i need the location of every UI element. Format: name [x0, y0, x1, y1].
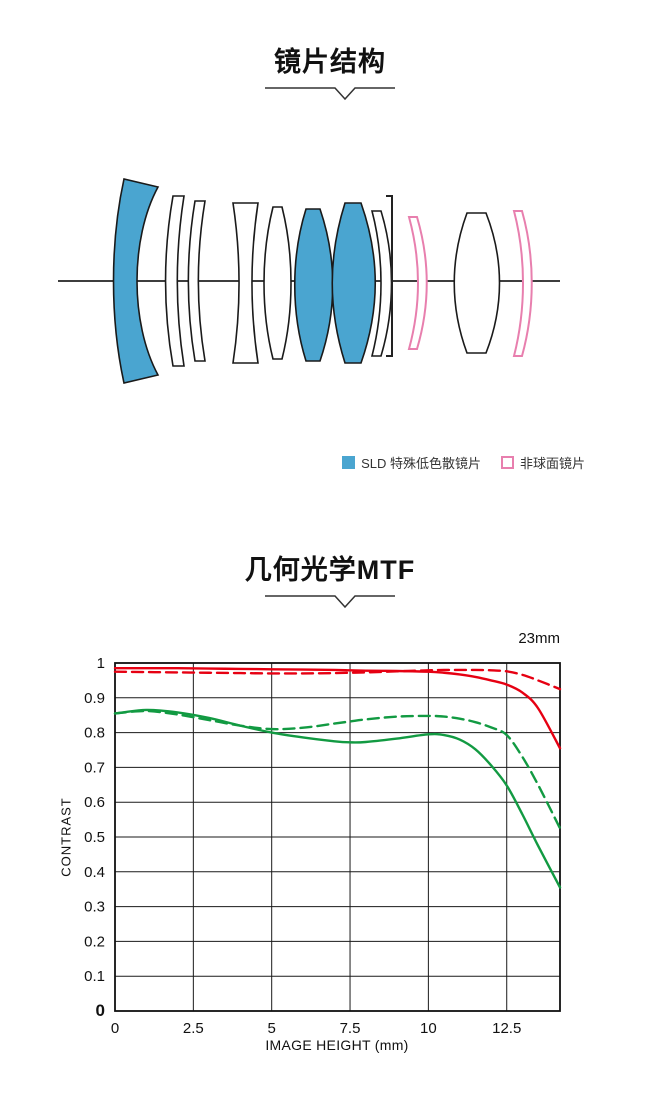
lens-element-7-sld [331, 202, 376, 364]
legend-item-sld: SLD 特殊低色散镜片 [342, 453, 481, 472]
svg-text:0: 0 [96, 1001, 105, 1020]
lens-element-3 [187, 200, 206, 362]
mtf-plot-frame [114, 662, 561, 1012]
svg-text:0.1: 0.1 [84, 968, 105, 985]
svg-text:0.2: 0.2 [84, 933, 105, 950]
mtf-title: 几何光学MTF [244, 555, 416, 585]
lens-element-11-aspherical [512, 210, 533, 357]
mtf-series-red-solid [113, 666, 562, 750]
underline-squiggle-icon [265, 87, 395, 101]
svg-text:0.6: 0.6 [84, 794, 105, 811]
aperture-stop-line [386, 195, 393, 357]
mtf-series-red-dashed [113, 668, 562, 691]
sld-swatch-icon [342, 456, 356, 469]
lens-element-2 [164, 195, 185, 367]
lens-element-8 [370, 210, 393, 357]
y-axis-label: CONTRAST [58, 797, 74, 877]
svg-text:0.3: 0.3 [84, 899, 105, 916]
svg-text:7.5: 7.5 [340, 1020, 361, 1037]
aspherical-swatch-icon [500, 456, 514, 469]
lens-element-9-aspherical [407, 216, 428, 350]
mtf-chart: 00.10.20.30.40.50.60.70.80.910 2.5 5 7.5 10 1… [84, 655, 562, 1037]
title-underline-decoration [0, 85, 660, 103]
mtf-tick-labels: 00.10.20.30.40.50.60.70.80.910 2.5 5 7.5 10 1… [84, 655, 521, 1037]
x-axis-label: IMAGE HEIGHT (mm) [265, 1037, 409, 1053]
lens-diagram [58, 178, 560, 384]
svg-text:0.8: 0.8 [84, 725, 105, 742]
legend-sld-label: SLD 特殊低色散镜片 [361, 456, 481, 471]
legend-aspherical-label: 非球面镜片 [519, 456, 585, 471]
title-underline-decoration-2 [0, 593, 660, 611]
svg-text:0: 0 [111, 1020, 119, 1037]
lens-element-10 [453, 212, 501, 354]
mtf-chart-block: 23mm 0 0.1 0.2 0.3 0.4 0.5 0.6 0.7 0.8 0.9 1 0 2.5 5 7… [0, 629, 660, 1053]
mtf-series-green-dashed [113, 709, 562, 830]
lens-structure-title: 镜片结构 [274, 47, 386, 77]
svg-text:10: 10 [420, 1020, 437, 1037]
lens-element-1-sld [112, 178, 160, 384]
mtf-series-green-solid [113, 708, 562, 889]
lens-element-4 [232, 202, 259, 364]
focal-length-label: 23mm [518, 630, 560, 647]
svg-text:0.5: 0.5 [84, 829, 105, 846]
lens-element-6-sld [294, 208, 334, 362]
svg-text:0.7: 0.7 [84, 759, 105, 776]
svg-text:0.4: 0.4 [84, 864, 105, 881]
svg-text:0.9: 0.9 [84, 690, 105, 707]
underline-squiggle-icon [265, 595, 395, 609]
svg-text:12.5: 12.5 [492, 1020, 521, 1037]
legend-item-aspherical: 非球面镜片 [500, 453, 585, 472]
lens-element-5 [263, 206, 292, 360]
svg-text:1: 1 [97, 655, 105, 672]
svg-text:2.5: 2.5 [183, 1020, 204, 1037]
lens-legend: SLD 特殊低色散镜片 非球面镜片 [0, 453, 660, 472]
svg-text:5: 5 [268, 1020, 276, 1037]
